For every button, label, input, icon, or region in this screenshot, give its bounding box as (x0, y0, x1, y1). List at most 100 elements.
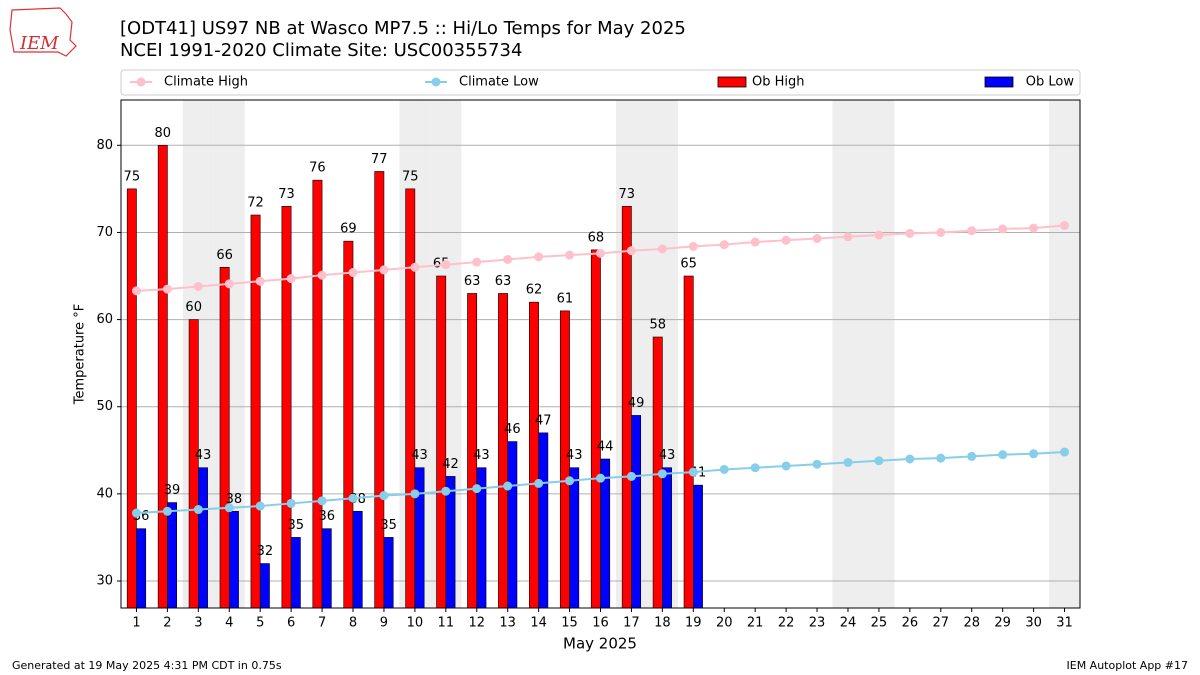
x-tick-label: 21 (747, 616, 764, 631)
x-tick-label: 10 (407, 616, 424, 631)
y-tick-label: 60 (96, 312, 113, 327)
x-tick-label: 15 (561, 616, 578, 631)
legend-marker (431, 77, 441, 87)
climate-point (410, 489, 420, 499)
x-tick-label: 13 (499, 616, 516, 631)
climate-point (286, 498, 296, 508)
x-tick-label: 2 (163, 616, 171, 631)
bar-value-label: 42 (442, 457, 459, 472)
climate-point (379, 491, 389, 501)
x-tick-label: 18 (654, 616, 671, 631)
y-tick-label: 40 (96, 486, 113, 501)
x-tick-label: 23 (809, 616, 826, 631)
climate-point (843, 232, 853, 242)
x-tick-label: 27 (933, 616, 950, 631)
x-tick-label: 28 (963, 616, 980, 631)
x-tick-label: 31 (1056, 616, 1073, 631)
bar (374, 171, 385, 609)
x-tick-label: 20 (716, 616, 733, 631)
climate-point (565, 476, 575, 486)
bar (126, 188, 137, 609)
bar (157, 145, 168, 609)
climate-point (657, 469, 667, 479)
climate-point (1060, 447, 1070, 457)
legend-label: Climate Low (459, 75, 539, 90)
bar-value-label: 60 (185, 300, 202, 315)
footer-left: Generated at 19 May 2025 4:31 PM CDT in … (12, 659, 282, 672)
y-tick-label: 70 (96, 225, 113, 240)
bar-value-label: 43 (473, 448, 490, 463)
bar-value-label: 38 (226, 492, 243, 507)
bar-value-label: 49 (628, 396, 645, 411)
legend-label: Climate High (164, 75, 248, 90)
x-tick-label: 22 (778, 616, 795, 631)
legend-marker (136, 77, 146, 87)
bar (352, 510, 363, 609)
bar (228, 510, 239, 609)
bar-value-label: 62 (526, 283, 543, 298)
climate-point (472, 257, 482, 267)
bar-value-label: 36 (318, 509, 335, 524)
climate-point (781, 235, 791, 245)
bar (343, 240, 354, 609)
bar-value-label: 66 (216, 248, 233, 263)
climate-point (596, 248, 605, 258)
climate-point (224, 503, 234, 513)
climate-point (255, 501, 265, 511)
bar-value-label: 58 (649, 318, 666, 333)
climate-point (936, 227, 946, 237)
legend-label: Ob High (752, 75, 805, 90)
x-tick-label: 29 (994, 616, 1011, 631)
bar-value-label: 63 (495, 274, 512, 289)
climate-point (534, 478, 544, 488)
climate-point (688, 467, 698, 477)
climate-point (657, 244, 667, 254)
climate-point (1060, 220, 1070, 230)
plot-frame (120, 99, 1081, 609)
weekend-shade (1049, 100, 1080, 608)
x-tick-label: 14 (530, 616, 547, 631)
climate-point (750, 237, 760, 247)
climate-point (750, 463, 760, 473)
bar (631, 415, 642, 609)
bar-value-label: 73 (619, 187, 636, 202)
bar-value-label: 65 (680, 257, 697, 272)
climate-point (719, 464, 729, 474)
bar (498, 293, 508, 609)
climate-point (503, 481, 513, 491)
bar (167, 502, 177, 609)
bar (219, 267, 230, 609)
climate-point (812, 234, 822, 244)
legend (120, 69, 1081, 96)
bar (405, 188, 416, 609)
legend-swatch (984, 76, 1014, 88)
climate-point (565, 250, 575, 260)
bar-value-label: 80 (154, 126, 171, 141)
chart-subtitle: NCEI 1991-2020 Climate Site: USC00355734 (120, 40, 522, 61)
bar (693, 484, 703, 609)
climate-point (626, 246, 636, 256)
x-tick-label: 4 (225, 616, 233, 631)
x-tick-label: 5 (256, 616, 264, 631)
climate-point (224, 279, 234, 289)
x-tick-label: 26 (902, 616, 919, 631)
climate-point (874, 456, 884, 466)
bar (662, 467, 672, 609)
climate-point (596, 473, 605, 483)
x-tick-label: 25 (871, 616, 888, 631)
x-tick-label: 9 (380, 616, 388, 631)
climate-point (441, 486, 451, 496)
bar (383, 537, 394, 609)
weekend-shade (832, 100, 864, 608)
climate-point (626, 471, 636, 481)
bar (445, 476, 456, 609)
bar (590, 249, 601, 609)
climate-point (348, 493, 358, 503)
bar-value-label: 63 (464, 274, 481, 289)
bar-value-label: 43 (566, 448, 583, 463)
x-tick-label: 7 (318, 616, 326, 631)
bar-value-label: 43 (659, 448, 676, 463)
climate-point (1029, 449, 1039, 459)
bar (136, 528, 147, 609)
y-tick-label: 30 (96, 573, 113, 588)
